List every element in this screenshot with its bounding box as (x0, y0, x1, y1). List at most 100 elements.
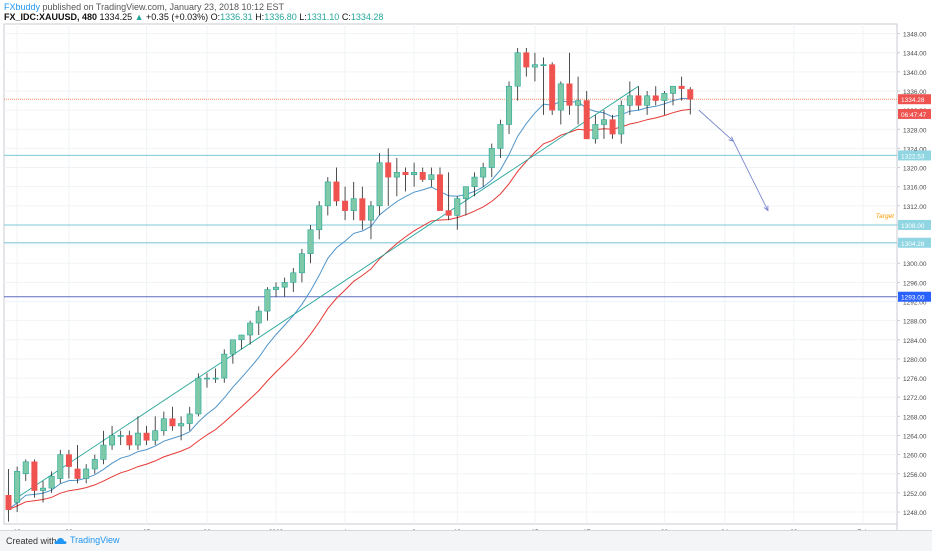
y-tick-label: 1264.00 (903, 433, 927, 440)
y-tick-label: 1344.00 (903, 51, 927, 58)
candle-body (195, 377, 202, 415)
high-value: 1336.80 (264, 12, 297, 22)
candle-body (100, 444, 107, 460)
candle-body (592, 124, 599, 140)
created-with-text: Created with (6, 536, 57, 546)
tradingview-brand-text: TradingView (70, 535, 120, 545)
price-tag (898, 237, 931, 248)
symbol-label[interactable]: FX_IDC:XAUUSD, 480 (4, 12, 98, 22)
footer-bar: Created with TradingView (0, 530, 932, 551)
candle-body (5, 494, 12, 510)
author-name[interactable]: FXbuddy (4, 2, 41, 12)
price-tag-label: 1322.53 (901, 153, 925, 160)
candle-body (31, 461, 38, 491)
y-tick-label: 1248.00 (903, 510, 927, 517)
y-tick-label: 1340.00 (903, 70, 927, 77)
trendline (16, 85, 639, 499)
y-tick-label: 1312.00 (903, 204, 927, 211)
y-tick-label: 1348.00 (903, 32, 927, 39)
candle-body (549, 64, 556, 111)
candle-body (385, 162, 392, 178)
y-tick-label: 1316.00 (903, 185, 927, 192)
candle-body (48, 475, 55, 489)
candle-body (221, 353, 228, 379)
candle-body (255, 310, 262, 324)
price-tag-label: 1293.00 (901, 295, 925, 302)
candle-body (342, 200, 349, 211)
y-tick-label: 1292.00 (903, 300, 927, 307)
y-tick-label: 1284.00 (903, 338, 927, 345)
tradingview-link[interactable]: TradingView (54, 535, 120, 545)
ema-slow-line (8, 108, 691, 511)
candle-body (428, 174, 435, 180)
ohlc-line: FX_IDC:XAUUSD, 480 1334.25 ▲ +0.35 (+0.0… (4, 12, 383, 22)
candle-body (523, 52, 530, 68)
candle-body (661, 93, 668, 101)
projection-arrowhead (763, 205, 769, 212)
candle-body (65, 454, 72, 467)
y-tick-label: 1272.00 (903, 395, 927, 402)
close-value: 1334.28 (350, 12, 384, 22)
candle-body (393, 172, 400, 178)
candle-body (600, 119, 607, 125)
candle-body (644, 95, 651, 106)
candle-body (324, 181, 331, 207)
price-tag-label: 1334.28 (901, 97, 925, 104)
low-label: L: (299, 12, 307, 22)
candle-body (359, 198, 366, 221)
y-tick-label: 1256.00 (903, 472, 927, 479)
candle-body (445, 210, 452, 216)
candle-body (652, 95, 659, 101)
open-value: 1336.31 (220, 12, 253, 22)
price-tag (898, 150, 931, 161)
candle-body (247, 322, 254, 336)
candle-body (583, 100, 590, 140)
candle-body (229, 339, 236, 355)
candle-body (557, 83, 564, 111)
candle-body (626, 95, 633, 106)
candle-body (57, 454, 64, 479)
candle-body (497, 124, 504, 149)
publish-line: FXbuddy published on TradingView.com, Ja… (4, 2, 284, 12)
candle-body (298, 253, 305, 274)
projection-segment (698, 109, 734, 142)
candle-body (316, 205, 323, 231)
candle-body (74, 468, 81, 479)
y-tick-label: 1296.00 (903, 280, 927, 287)
candle-body (290, 272, 297, 283)
price-axis[interactable]: 1248.00 1252.00 1256.00 1260.00 1264.00 1268.… (897, 32, 931, 517)
candle-body (454, 198, 461, 216)
high-label: H: (255, 12, 265, 22)
candle-body (238, 334, 245, 341)
candle-body (531, 64, 538, 68)
tradingview-cloud-icon (54, 537, 67, 544)
candle-body (678, 85, 685, 89)
price-tag-label: 1304.28 (901, 241, 925, 248)
candle-body (488, 148, 495, 168)
y-tick-label: 1268.00 (903, 414, 927, 421)
candle-body (307, 229, 314, 254)
candle-body (436, 174, 443, 211)
price-tag (898, 108, 931, 119)
price-change: +0.35 (+0.03%) (146, 12, 209, 22)
candle-body (134, 432, 141, 446)
candle-body (117, 435, 124, 437)
price-tag (898, 291, 931, 302)
publish-text: published on TradingView.com, January 23… (42, 2, 285, 12)
candle-body (514, 52, 521, 87)
candle-body (350, 198, 357, 211)
candle-body (462, 186, 469, 199)
candle-body (575, 100, 582, 106)
candle-body (480, 167, 487, 178)
grid (4, 24, 897, 524)
candle-body (14, 471, 21, 503)
candle-body (273, 286, 280, 290)
candle-body (169, 418, 176, 427)
change-up-icon: ▲ (134, 12, 144, 22)
chart-header: FXbuddy published on TradingView.com, Ja… (0, 0, 932, 22)
y-tick-label: 1288.00 (903, 319, 927, 326)
plot-area (3, 23, 898, 525)
candle-body (203, 377, 210, 380)
candle-body (160, 418, 167, 431)
